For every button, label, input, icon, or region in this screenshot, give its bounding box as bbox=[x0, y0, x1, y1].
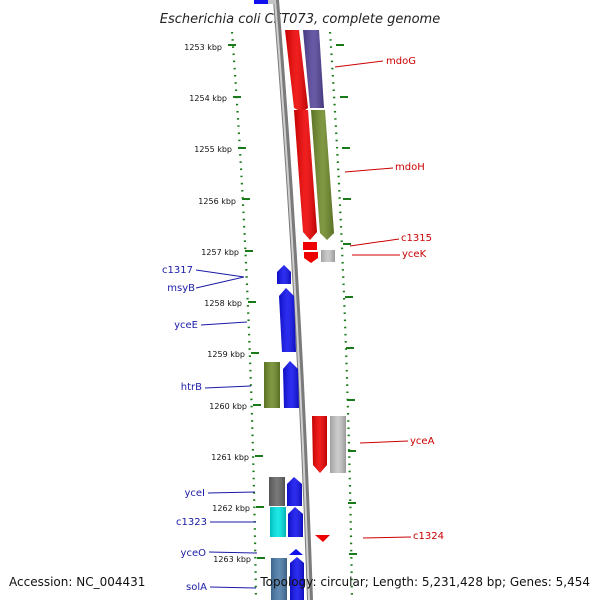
label-htrB[interactable]: htrB bbox=[181, 382, 202, 393]
gene-yceK[interactable] bbox=[304, 252, 318, 263]
tick-label-1260: 1260 kbp bbox=[209, 402, 247, 411]
tick-label-1258: 1258 kbp bbox=[204, 299, 242, 308]
accession-text: Accession: NC_004431 bbox=[9, 575, 145, 589]
reverse-callouts bbox=[195, 269, 258, 589]
tick-label-1257: 1257 kbp bbox=[201, 248, 239, 257]
tick-label-1253: 1253 kbp bbox=[184, 43, 222, 52]
label-yceE[interactable]: yceE bbox=[174, 320, 198, 331]
gene-yceO[interactable] bbox=[289, 549, 303, 555]
tick-label-1262: 1262 kbp bbox=[212, 504, 250, 513]
ruler-major-ticks bbox=[228, 44, 357, 559]
tick-label-1259: 1259 kbp bbox=[207, 350, 245, 359]
forward-callouts bbox=[334, 60, 412, 539]
label-yceA[interactable]: yceA bbox=[410, 436, 435, 447]
tick-label-1256: 1256 kbp bbox=[198, 197, 236, 206]
label-c1317[interactable]: c1317 bbox=[162, 265, 193, 276]
label-c1324[interactable]: c1324 bbox=[413, 531, 444, 542]
ruler-right bbox=[328, 31, 354, 600]
tick-label-1261: 1261 kbp bbox=[211, 453, 249, 462]
tick-label-1263: 1263 kbp bbox=[213, 555, 251, 564]
label-solA[interactable]: solA bbox=[186, 582, 207, 593]
label-yceK[interactable]: yceK bbox=[402, 249, 427, 260]
label-mdoH[interactable]: mdoH bbox=[395, 162, 425, 173]
tick-label-1255: 1255 kbp bbox=[194, 145, 232, 154]
label-mdoG[interactable]: mdoG bbox=[386, 56, 416, 67]
label-yceO[interactable]: yceO bbox=[181, 548, 207, 559]
gene-c1315[interactable] bbox=[303, 242, 317, 250]
tick-label-1254: 1254 kbp bbox=[189, 94, 227, 103]
ruler-labels: 1253 kbp 1254 kbp 1255 kbp 1256 kbp 1257… bbox=[184, 43, 251, 564]
gene-block-top-blue bbox=[254, 0, 268, 4]
label-yceI[interactable]: yceI bbox=[184, 488, 205, 499]
genome-summary-text: Topology: circular; Length: 5,231,428 bp… bbox=[259, 575, 590, 589]
label-msyB[interactable]: msyB bbox=[167, 283, 195, 294]
label-c1323[interactable]: c1323 bbox=[176, 517, 207, 528]
gene-c1324[interactable] bbox=[315, 535, 330, 542]
label-c1315[interactable]: c1315 bbox=[401, 233, 432, 244]
ruler-left bbox=[230, 31, 258, 600]
map-title: Escherichia coli CFT073, complete genome bbox=[160, 12, 440, 27]
